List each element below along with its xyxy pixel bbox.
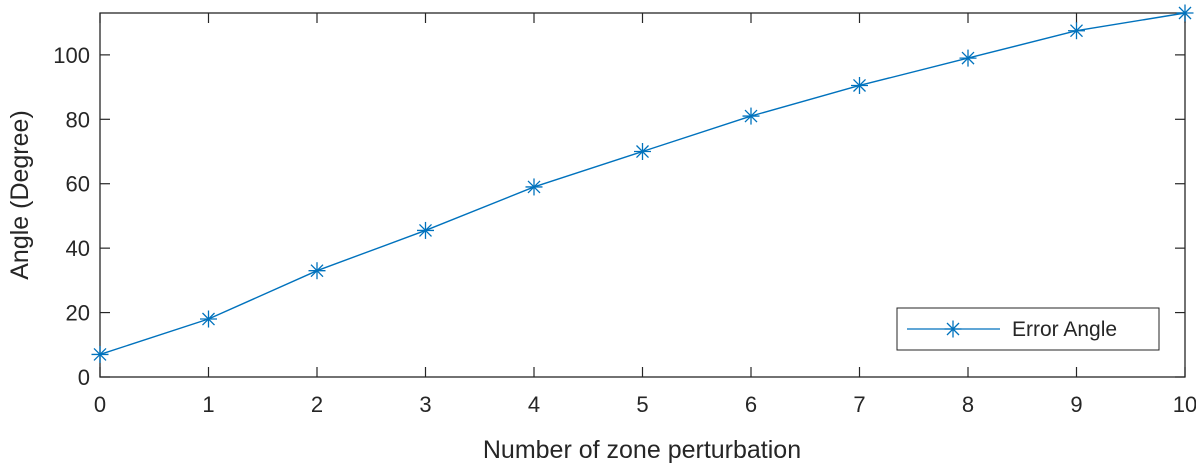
series-layer [91,4,1194,363]
y-tick-label: 0 [78,365,90,390]
data-point-marker [91,345,109,363]
x-tick-label: 8 [962,392,974,417]
data-point-marker [634,143,651,161]
x-tick-label: 9 [1070,392,1082,417]
x-tick-label: 0 [94,392,106,417]
x-tick-label: 5 [636,392,648,417]
y-tick-labels: 0 20 40 60 80 100 [53,43,90,390]
legend: Error Angle [896,307,1160,351]
y-tick-label: 40 [66,236,90,261]
x-tick-label: 2 [311,392,323,417]
data-point-marker [1176,4,1194,22]
data-point-marker [200,310,217,328]
x-ticks [99,13,1186,377]
data-point-marker [417,221,434,239]
y-tick-label: 80 [66,107,90,132]
x-tick-label: 7 [853,392,865,417]
legend-asterisk [944,320,962,338]
y-tick-label: 100 [53,43,90,68]
data-point-marker [851,76,868,94]
data-point-marker [742,107,760,125]
legend-marker-icon [944,320,962,338]
legend-label: Error Angle [1012,318,1117,341]
x-axis-title: Number of zone perturbation [483,436,801,464]
x-tick-label: 3 [419,392,431,417]
data-point-marker [525,178,543,196]
data-point-marker [959,49,977,67]
x-tick-label: 6 [745,392,757,417]
data-point-marker [1068,22,1085,40]
y-tick-label: 20 [66,301,90,326]
y-tick-label: 60 [66,172,90,197]
x-tick-label: 10 [1173,392,1196,417]
plot-area [91,4,1194,378]
x-tick-labels: 0 1 2 3 4 5 6 7 8 9 10 [94,392,1196,417]
y-ticks [100,54,1185,378]
x-tick-label: 4 [528,392,540,417]
data-point-marker [308,262,326,280]
x-tick-label: 1 [202,392,214,417]
y-axis-title: Angle (Degree) [6,110,34,280]
